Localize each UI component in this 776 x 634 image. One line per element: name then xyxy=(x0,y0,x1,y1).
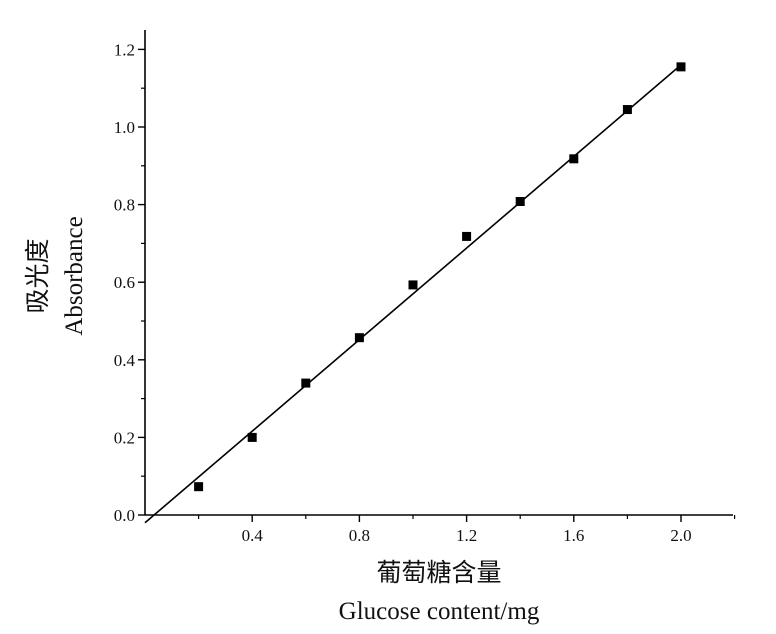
data-point xyxy=(622,105,632,115)
x-tick-label: 1.2 xyxy=(456,526,477,545)
y-tick-label: 1.0 xyxy=(114,118,135,137)
x-tick-label: 0.8 xyxy=(349,526,370,545)
data-point xyxy=(462,231,472,241)
y-tick-label: 0.4 xyxy=(114,351,136,370)
data-point xyxy=(676,62,686,72)
data-point xyxy=(354,333,364,343)
data-points xyxy=(194,62,686,492)
x-tick-label: 1.6 xyxy=(563,526,584,545)
data-point xyxy=(408,280,418,290)
data-point xyxy=(247,432,257,442)
fit-line xyxy=(144,64,682,524)
fit-line-group xyxy=(144,64,682,524)
y-tick-label: 1.2 xyxy=(114,40,135,59)
x-tick-label: 0.4 xyxy=(242,526,264,545)
y-tick-label: 0.0 xyxy=(114,506,135,525)
data-point xyxy=(569,154,579,164)
axes xyxy=(144,30,733,516)
data-point xyxy=(194,482,204,492)
y-tick-label: 0.6 xyxy=(114,273,135,292)
data-point xyxy=(515,196,525,206)
y-axis-title-cn: 吸光度 xyxy=(24,238,52,313)
x-axis-title-en: Glucose content/mg xyxy=(339,598,540,625)
y-axis-title-en: Absorbance xyxy=(61,216,88,335)
y-tick-label: 0.2 xyxy=(114,428,135,447)
x-tick-label: 2.0 xyxy=(670,526,691,545)
data-point xyxy=(301,378,311,388)
x-axis-title-cn: 葡萄糖含量 xyxy=(376,559,501,587)
y-tick-label: 0.8 xyxy=(114,196,135,215)
ticks: 0.4 0.8 1.2 1.6 2.0 0.0 0.2 0.4 0.6 0.8 1.0 1.2 xyxy=(114,40,736,545)
